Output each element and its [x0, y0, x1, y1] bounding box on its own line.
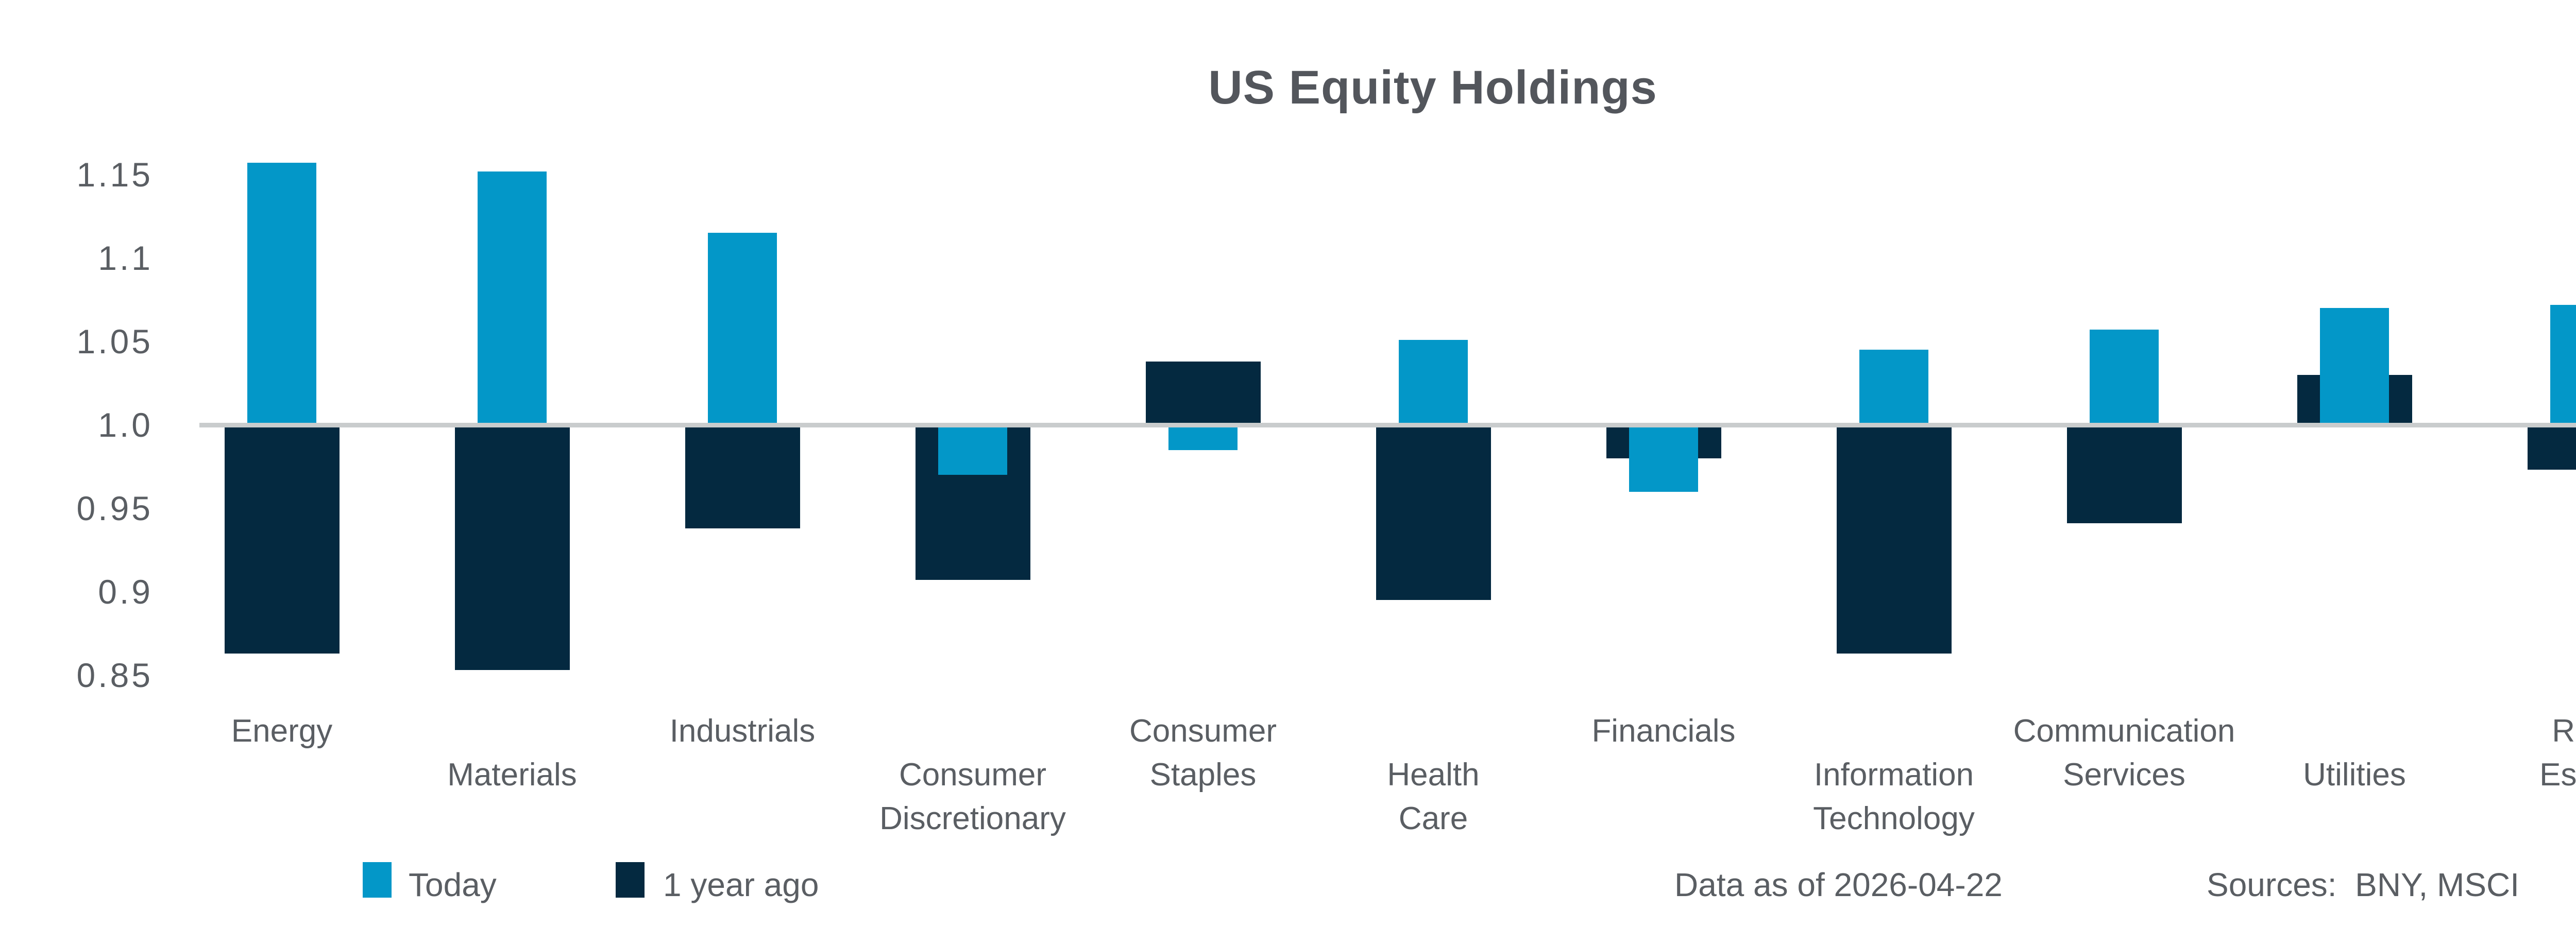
x-label-materials: Materials — [447, 757, 577, 793]
bar-1-year-ago-information-technology — [1836, 427, 1952, 654]
x-label-energy: Energy — [231, 713, 333, 749]
y-tick-1.05: 1.05 — [76, 322, 153, 360]
bar-today-real-estate — [2550, 304, 2576, 423]
x-label-health-care: Health Care — [1387, 757, 1480, 836]
x-label-utilities: Utilities — [2303, 757, 2406, 793]
bar-today-energy — [247, 163, 316, 423]
bar-today-communication-services — [2090, 330, 2159, 423]
x-label-financials: Financials — [1591, 713, 1736, 749]
legend-swatch-today — [363, 862, 392, 898]
bar-1-year-ago-materials — [454, 427, 570, 671]
bar-today-financials — [1629, 427, 1698, 492]
legend-label-1-year-ago: 1 year ago — [663, 866, 819, 903]
legend-label-today: Today — [409, 866, 497, 903]
data-as-of-text: Data as of 2026-04-22 — [1674, 866, 2003, 903]
bar-today-health-care — [1399, 339, 1468, 423]
y-tick-1.0: 1.0 — [98, 406, 153, 444]
y-tick-1.1: 1.1 — [98, 239, 153, 277]
y-tick-0.9: 0.9 — [98, 573, 153, 611]
y-tick-0.95: 0.95 — [76, 489, 153, 527]
bar-1-year-ago-communication-services — [2066, 427, 2182, 524]
bar-today-utilities — [2320, 308, 2389, 423]
bar-today-information-technology — [1859, 350, 1928, 423]
y-tick-1.15: 1.15 — [76, 156, 153, 194]
x-label-consumer-discretionary: Consumer Discretionary — [879, 757, 1066, 836]
x-label-industrials: Industrials — [669, 713, 816, 749]
bar-1-year-ago-real-estate — [2527, 427, 2576, 470]
bar-1-year-ago-consumer-staples — [1145, 361, 1261, 423]
legend-swatch-1-year-ago — [616, 862, 645, 898]
sources-text: Sources: BNY, MSCI — [2207, 866, 2520, 903]
bar-1-year-ago-health-care — [1376, 427, 1491, 600]
bar-today-consumer-staples — [1168, 427, 1238, 450]
x-label-communication-services: Communication Services — [2013, 713, 2235, 793]
bar-1-year-ago-energy — [224, 427, 340, 654]
baseline-gridline — [199, 423, 2576, 427]
bar-today-industrials — [708, 233, 777, 423]
x-label-consumer-staples: Consumer Staples — [1129, 713, 1277, 793]
x-label-information-technology: Information Technology — [1813, 757, 1975, 836]
bar-today-consumer-discretionary — [938, 427, 1007, 475]
y-tick-0.85: 0.85 — [76, 656, 153, 694]
bar-today-materials — [478, 171, 547, 423]
x-label-real-estate: Real Estate — [2539, 713, 2576, 793]
bar-1-year-ago-industrials — [685, 427, 800, 528]
chart-title: US Equity Holdings — [1208, 61, 1657, 114]
